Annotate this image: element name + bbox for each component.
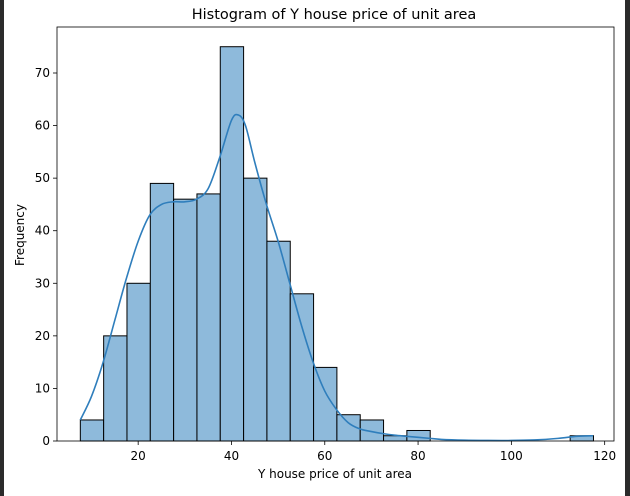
y-axis-label: Frequency	[13, 204, 27, 266]
y-tick-label: 70	[35, 66, 50, 80]
histogram-bar	[289, 293, 315, 442]
x-tick-label: 80	[410, 449, 425, 463]
chart-title: Histogram of Y house price of unit area	[192, 7, 477, 23]
kde-curve	[79, 113, 594, 442]
y-axis-ticks: 0 10 20 30 40 50 60 70	[35, 66, 57, 448]
y-tick-label: 60	[35, 119, 50, 133]
x-tick-label: 40	[224, 449, 239, 463]
y-tick-label: 30	[35, 276, 50, 290]
x-tick-label: 20	[131, 449, 146, 463]
histogram-bar	[173, 198, 198, 442]
histogram-bar	[406, 429, 431, 442]
y-tick-label: 40	[35, 224, 50, 238]
histogram-bar	[103, 335, 128, 442]
histogram-bar	[126, 282, 151, 442]
histogram-bar	[149, 182, 175, 442]
plot-frame	[56, 26, 615, 442]
histogram-bar	[196, 193, 221, 442]
chart-figure: Histogram of Y house price of unit area …	[4, 0, 625, 496]
histogram-bar	[219, 46, 245, 442]
x-axis-label: Y house price of unit area	[257, 467, 412, 481]
x-axis-ticks: 20 40 60 80 100 120	[131, 441, 616, 463]
histogram-bar	[243, 177, 268, 442]
histogram-bar	[79, 419, 105, 442]
y-tick-label: 50	[35, 171, 50, 185]
x-tick-label: 120	[593, 449, 616, 463]
histogram-chart: Histogram of Y house price of unit area …	[13, 7, 616, 481]
y-tick-label: 20	[35, 329, 50, 343]
y-tick-label: 10	[35, 381, 50, 395]
x-tick-label: 60	[317, 449, 332, 463]
y-tick-label: 0	[42, 434, 50, 448]
x-tick-label: 100	[500, 449, 523, 463]
histogram-bars	[79, 46, 594, 442]
